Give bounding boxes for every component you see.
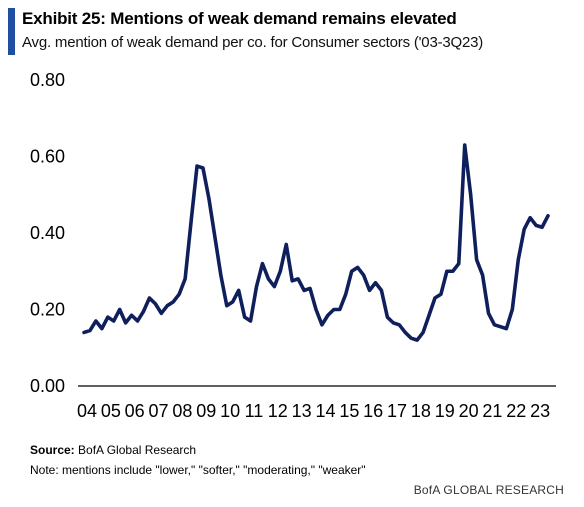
note-line: Note: mentions include "lower," "softer,… [30, 463, 366, 477]
x-tick-label: 15 [339, 401, 359, 421]
x-tick-label: 13 [292, 401, 312, 421]
x-tick-label: 07 [149, 401, 169, 421]
y-tick-label: 0.80 [30, 70, 65, 90]
x-tick-label: 22 [506, 401, 526, 421]
brand-label: BofA GLOBAL RESEARCH [413, 483, 564, 497]
x-tick-label: 10 [220, 401, 240, 421]
x-tick-label: 05 [101, 401, 121, 421]
x-tick-label: 18 [411, 401, 431, 421]
x-tick-label: 23 [530, 401, 550, 421]
x-tick-label: 04 [77, 401, 97, 421]
x-tick-label: 14 [315, 401, 335, 421]
x-tick-label: 16 [363, 401, 383, 421]
y-tick-label: 0.60 [30, 147, 65, 167]
source-text: BofA Global Research [78, 443, 197, 457]
x-tick-label: 21 [482, 401, 502, 421]
chart-title: Exhibit 25: Mentions of weak demand rema… [22, 9, 457, 28]
y-tick-label: 0.40 [30, 223, 65, 243]
x-tick-label: 11 [245, 401, 264, 421]
chart-subtitle: Avg. mention of weak demand per co. for … [22, 34, 484, 51]
source-line: Source: BofA Global Research [30, 443, 196, 457]
x-tick-label: 19 [435, 401, 455, 421]
x-tick-label: 20 [459, 401, 479, 421]
accent-bar [8, 8, 15, 55]
y-tick-label: 0.00 [30, 376, 65, 396]
series-line [82, 143, 550, 342]
x-tick-label: 09 [196, 401, 216, 421]
line-chart: 0.00 0.20 0.40 0.60 0.80 04 05 06 07 08 09 10 11 12 13… [30, 70, 556, 421]
x-tick-label: 08 [172, 401, 192, 421]
source-label: Source: [30, 443, 75, 457]
x-tick-label: 12 [268, 401, 288, 421]
x-tick-label: 17 [387, 401, 407, 421]
x-tick-label: 06 [125, 401, 145, 421]
y-tick-label: 0.20 [30, 300, 65, 320]
